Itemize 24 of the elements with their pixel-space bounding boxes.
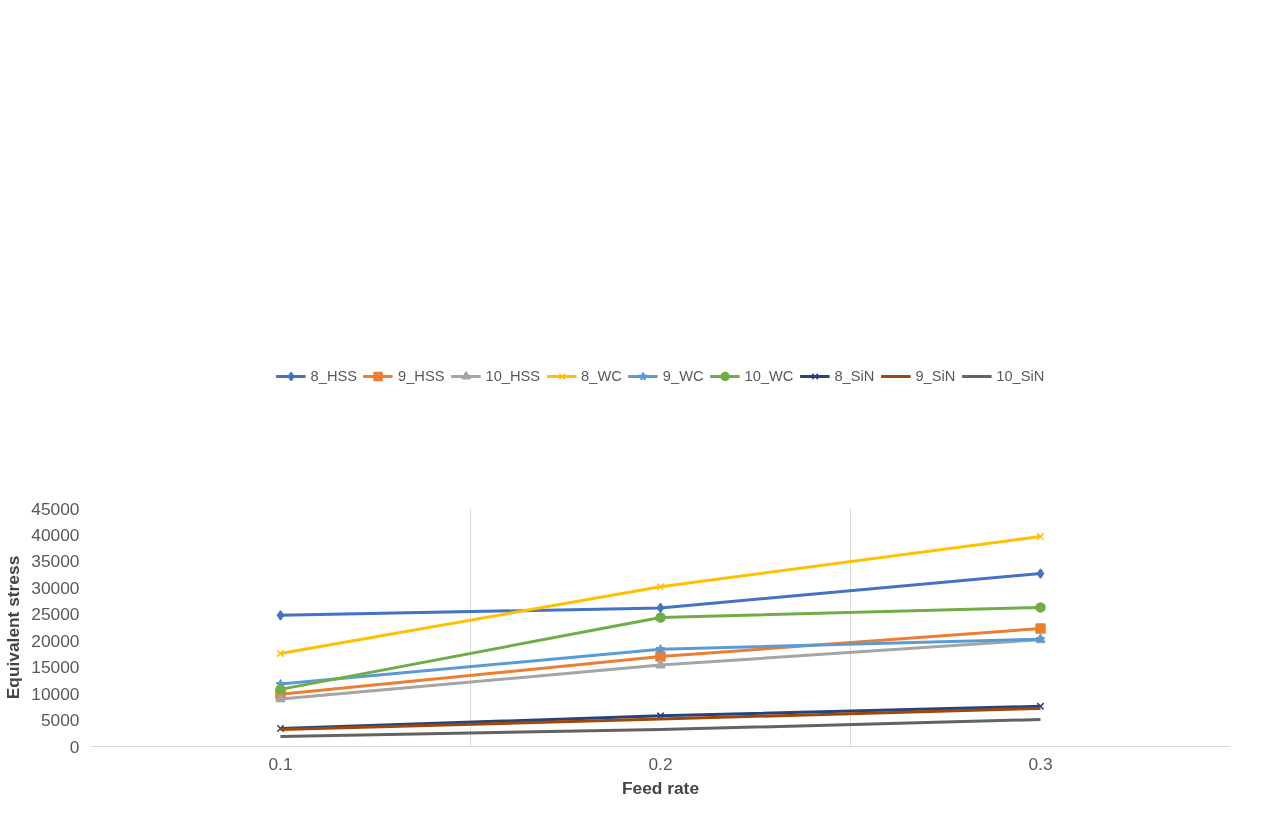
y-tick-label: 10000 [31,683,80,704]
legend-label: 10_WC [744,368,794,384]
legend-label: 10_HSS [485,368,541,384]
x-axis-title: Feed rate [621,777,700,798]
legend-label: 9_SiN [915,368,956,384]
y-tick-label: 5000 [40,710,80,731]
y-axis-title: Equivalent stress [3,555,24,700]
y-tick-label: 15000 [31,657,80,678]
y-tick-label: 25000 [31,604,80,625]
x-tick-label: 0.3 [1028,753,1053,774]
x-tick-label: 0.2 [648,753,673,774]
x-tick-label: 0.1 [268,753,293,774]
legend-label: 8_HSS [310,368,358,384]
y-tick-label: 0 [69,736,80,757]
y-tick-label: 45000 [31,498,80,519]
legend-label: 9_WC [662,368,704,384]
y-tick-label: 20000 [31,630,80,651]
legend-label: 8_SiN [834,368,875,384]
legend-label: 8_WC [581,368,622,384]
legend-label: 10_SiN [996,368,1045,384]
y-tick-label: 35000 [31,551,80,572]
y-tick-label: 30000 [31,577,80,598]
y-tick-label: 40000 [31,524,80,545]
legend-label: 9_HSS [398,368,445,384]
